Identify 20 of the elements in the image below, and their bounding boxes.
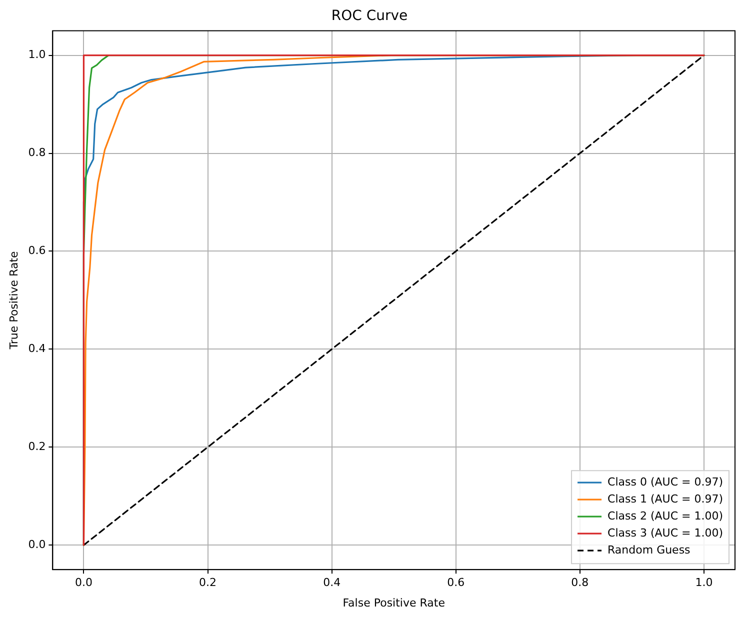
legend-label: Class 0 (AUC = 0.97) bbox=[608, 475, 724, 488]
x-tick-label: 1.0 bbox=[695, 576, 713, 590]
chart-title: ROC Curve bbox=[331, 8, 408, 24]
x-axis-title: False Positive Rate bbox=[342, 596, 446, 610]
y-tick-label: 0.0 bbox=[28, 538, 46, 551]
x-tick-label: 0.6 bbox=[447, 576, 465, 590]
y-tick-label: 0.4 bbox=[28, 342, 46, 356]
x-tick-label: 0.4 bbox=[323, 576, 341, 590]
x-tick-label: 0.0 bbox=[74, 576, 92, 590]
y-tick-label: 0.2 bbox=[28, 440, 46, 454]
legend-label: Class 2 (AUC = 1.00) bbox=[608, 509, 724, 522]
legend-label: Random Guess bbox=[608, 543, 691, 556]
y-tick-label: 1.0 bbox=[28, 48, 46, 62]
legend-label: Class 3 (AUC = 1.00) bbox=[608, 526, 724, 540]
x-tick-label: 0.2 bbox=[199, 576, 217, 590]
legend-label: Class 1 (AUC = 0.97) bbox=[608, 492, 724, 506]
x-tick-label: 0.8 bbox=[571, 576, 589, 590]
y-tick-label: 0.8 bbox=[28, 146, 46, 160]
y-tick-label: 0.6 bbox=[28, 244, 46, 258]
y-axis-title: True Positive Rate bbox=[7, 250, 20, 350]
